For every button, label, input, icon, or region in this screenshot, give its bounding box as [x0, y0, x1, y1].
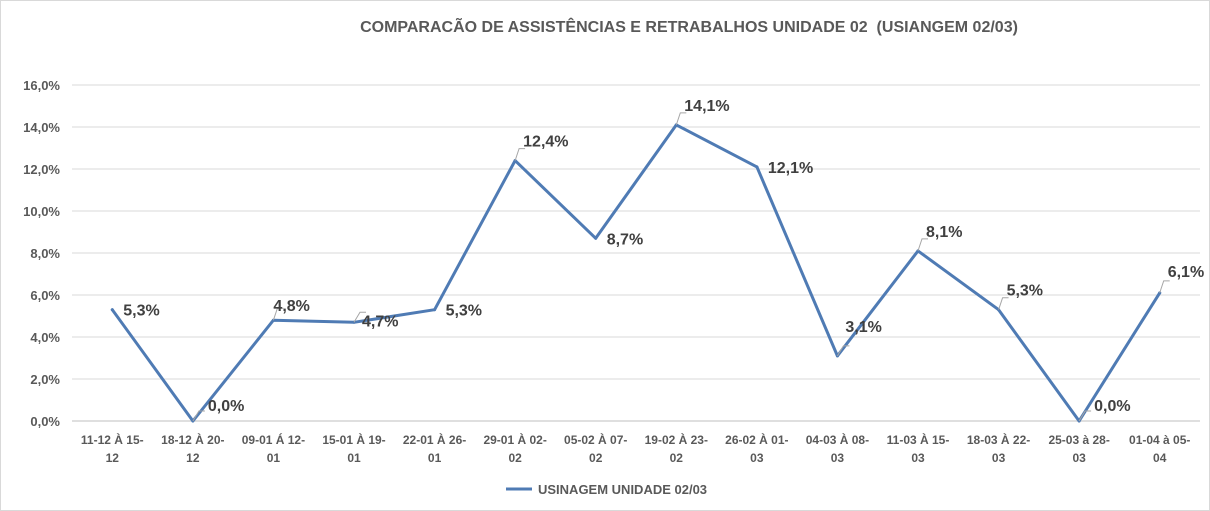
x-tick-label: 01-04 à 05-: [1129, 433, 1190, 447]
x-tick-label: 01: [347, 451, 361, 465]
data-label-leader: [836, 345, 850, 357]
x-tick-label: 18-03 À 22-: [967, 432, 1030, 447]
y-tick-label: 10,0%: [23, 204, 60, 219]
x-tick-label: 18-12 À 20-: [161, 432, 224, 447]
data-point: [433, 308, 437, 312]
y-axis: 0,0% 2,0% 4,0% 6,0% 8,0% 10,0% 12,0% 14,0% 16,0%: [23, 78, 60, 429]
x-tick-label: 25-03 à 28-: [1048, 433, 1109, 447]
data-label: 5,3%: [446, 303, 482, 320]
chart-title: COMPARACÃO DE ASSISTÊNCIAS E RETRABALHOS…: [360, 19, 1018, 36]
gridlines: [72, 84, 1200, 422]
x-tick-label: 02: [670, 451, 684, 465]
x-tick-label: 15-01 À 19-: [322, 432, 385, 447]
data-labels: 5,3% 0,0% 4,8% 4,7% 5,3% 12,4% 8,7% 14,1% 12,1% 3…: [123, 98, 1204, 422]
x-tick-label: 22-01 À 26-: [403, 432, 466, 447]
x-tick-label: 03: [911, 451, 925, 465]
data-label-leader: [192, 410, 205, 422]
x-tick-label: 04: [1153, 451, 1167, 465]
data-label: 12,4%: [523, 134, 568, 151]
x-tick-label: 03: [831, 451, 845, 465]
y-tick-label: 8,0%: [30, 246, 60, 261]
data-label-leader: [272, 307, 284, 321]
data-label-leader: [353, 311, 366, 323]
data-label: 0,0%: [208, 398, 244, 415]
data-point: [110, 308, 114, 312]
x-tick-label: 29-01 À 02-: [483, 432, 546, 447]
series-line: [110, 123, 1162, 423]
data-label: 8,1%: [926, 224, 962, 241]
x-tick-label: 11-12 À 15-: [81, 432, 144, 447]
x-tick-label: 12: [186, 451, 200, 465]
x-tick-label: 01: [267, 451, 281, 465]
data-label: 3,1%: [845, 319, 881, 336]
data-label: 14,1%: [684, 98, 729, 115]
data-label-leader: [917, 238, 928, 252]
data-label: 5,3%: [123, 303, 159, 320]
data-label-leader: [998, 297, 1009, 310]
legend-label: USINAGEM UNIDADE 02/03: [538, 482, 707, 497]
y-tick-label: 0,0%: [30, 414, 60, 429]
x-axis: 11-12 À 15- 12 18-12 À 20- 12 09-01 Á 12- 01 1…: [81, 432, 1190, 465]
y-tick-label: 12,0%: [23, 162, 60, 177]
data-label: 12,1%: [768, 160, 813, 177]
y-tick-label: 14,0%: [23, 120, 60, 135]
x-tick-label: 09-01 Á 12-: [242, 432, 305, 447]
x-tick-label: 05-02 À 07-: [564, 432, 627, 447]
data-label-leader: [1078, 410, 1092, 422]
data-label: 0,0%: [1094, 398, 1130, 415]
data-label: 6,1%: [1168, 264, 1204, 281]
data-label: 5,3%: [1007, 283, 1043, 300]
series-usinagem: [110, 123, 1162, 423]
y-tick-label: 2,0%: [30, 372, 60, 387]
data-label-leader: [675, 112, 687, 126]
y-tick-label: 16,0%: [23, 78, 60, 93]
y-tick-label: 4,0%: [30, 330, 60, 345]
y-tick-label: 6,0%: [30, 288, 60, 303]
x-tick-label: 04-03 À 08-: [806, 432, 869, 447]
x-tick-label: 26-02 À 01-: [725, 432, 788, 447]
x-tick-label: 01: [428, 451, 442, 465]
x-tick-label: 19-02 À 23-: [645, 432, 708, 447]
x-tick-label: 03: [1072, 451, 1086, 465]
data-point: [594, 236, 598, 240]
x-tick-label: 12: [106, 451, 120, 465]
data-label-leader: [514, 148, 526, 161]
x-tick-label: 03: [750, 451, 764, 465]
data-label-leader: [1159, 280, 1170, 294]
x-tick-label: 02: [508, 451, 522, 465]
legend: USINAGEM UNIDADE 02/03: [506, 482, 707, 497]
x-tick-label: 11-03 À 15-: [887, 432, 950, 447]
x-tick-label: 03: [992, 451, 1006, 465]
data-label: 8,7%: [607, 231, 643, 248]
data-label: 4,7%: [362, 313, 398, 330]
data-point: [755, 165, 759, 169]
x-tick-label: 02: [589, 451, 603, 465]
data-label: 4,8%: [273, 298, 309, 315]
